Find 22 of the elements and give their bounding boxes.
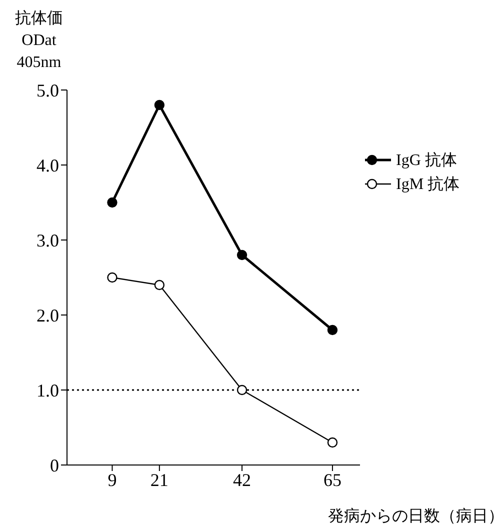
point xyxy=(327,324,338,336)
x-tick-label: 42 xyxy=(233,470,252,490)
point xyxy=(236,384,248,396)
y-tick-label: 1.0 xyxy=(36,380,59,400)
y-tick-label: 0 xyxy=(50,455,59,476)
point xyxy=(236,250,248,260)
point xyxy=(154,100,165,110)
point xyxy=(327,437,338,448)
legend-label: IgG 抗体 xyxy=(396,150,457,170)
x-tick-label: 65 xyxy=(323,470,342,490)
y-tick-label: 3.0 xyxy=(36,230,59,250)
x-tick-label: 21 xyxy=(150,470,168,490)
point xyxy=(154,280,165,290)
y-tick-label: 4.0 xyxy=(36,155,59,176)
x-axis-title: 発病からの日数（病日） xyxy=(328,506,504,527)
y-axis-title: 抗体価 ODat 405nm xyxy=(14,9,64,73)
legend-label: IgM 抗体 xyxy=(396,174,460,194)
x-tick-label: 9 xyxy=(108,470,117,490)
y-tick-label: 5.0 xyxy=(36,80,59,100)
y-tick-label: 2.0 xyxy=(36,305,59,326)
point xyxy=(107,272,118,283)
point xyxy=(107,197,118,208)
